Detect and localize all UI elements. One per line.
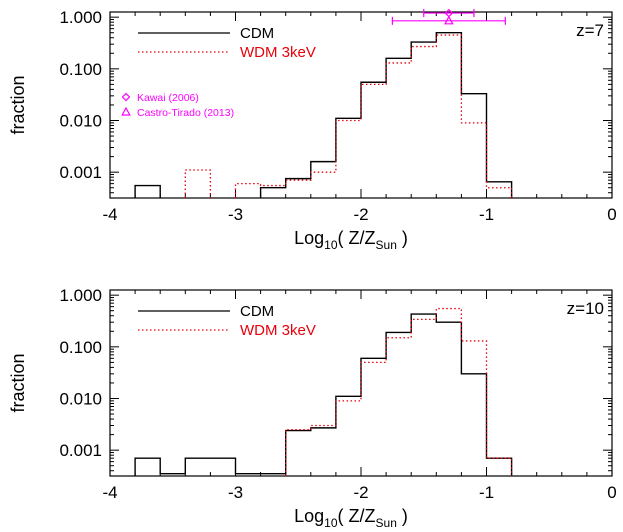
panel-label: z=10 [567, 299, 604, 318]
y-tick-label: 0.100 [59, 60, 102, 79]
annotation-label-1: Castro-Tirado (2013) [137, 107, 234, 119]
x-tick-label: 0 [607, 205, 616, 224]
x-axis-label-sub2: Sun [376, 238, 397, 252]
x-axis-label-main: Log [294, 228, 324, 248]
x-axis-label-main: Log [294, 506, 324, 526]
x-tick-label: -3 [228, 483, 243, 502]
panel-1: -4 -3 -2 -1 0 0.001 0.010 0.100 1.000 fraction Log… [8, 286, 617, 530]
x-tick-label: -2 [353, 205, 368, 224]
y-tick-label: 0.001 [59, 163, 102, 182]
annotation-label-0: Kawai (2006) [137, 92, 199, 104]
annotation-marker-triangle [444, 15, 454, 25]
y-axis-label: fraction [8, 75, 28, 134]
x-tick-label: -3 [228, 205, 243, 224]
series-cdm-line [134, 313, 513, 476]
y-tick-label: 0.010 [59, 112, 102, 131]
x-axis-label-close: ) [397, 506, 408, 526]
series-wdm-line [184, 34, 513, 198]
series-cdm-line [134, 32, 513, 198]
x-tick-label: -4 [102, 483, 117, 502]
x-tick-label: -1 [479, 205, 494, 224]
series-wdm-line [285, 307, 513, 476]
y-tick-label: 1.000 [59, 8, 102, 27]
panel-label: z=7 [576, 21, 604, 40]
annotation-legend-triangle-icon [121, 106, 131, 116]
y-tick-label: 0.100 [59, 338, 102, 357]
x-tick-label: -4 [102, 205, 117, 224]
x-axis-label-sub: 10 [324, 238, 338, 252]
y-tick-label: 0.010 [59, 390, 102, 409]
y-axis-label: fraction [8, 353, 28, 412]
x-axis-label-rest: ( Z/Z [338, 506, 376, 526]
panel-0: -4 -3 -2 -1 0 0.001 0.010 0.100 1.000 fraction Log… [8, 8, 617, 252]
y-tick-label: 1.000 [59, 286, 102, 305]
y-tick-label: 0.001 [59, 441, 102, 460]
legend-label-0: CDM [240, 303, 274, 320]
legend-label-0: CDM [240, 25, 274, 42]
x-axis-label-rest: ( Z/Z [338, 228, 376, 248]
legend-label-1: WDM 3keV [240, 322, 316, 339]
legend-label-1: WDM 3keV [240, 44, 316, 61]
x-tick-label: 0 [607, 483, 616, 502]
x-axis-label: Log10( Z/ZSun ) [294, 506, 408, 530]
x-tick-label: -1 [479, 483, 494, 502]
x-tick-label: -2 [353, 483, 368, 502]
x-axis-label-close: ) [397, 228, 408, 248]
x-axis-label: Log10( Z/ZSun ) [294, 228, 408, 252]
annotation-legend-diamond-icon [121, 92, 131, 102]
x-axis-label-sub: 10 [324, 516, 338, 530]
x-axis-label-sub2: Sun [376, 516, 397, 530]
